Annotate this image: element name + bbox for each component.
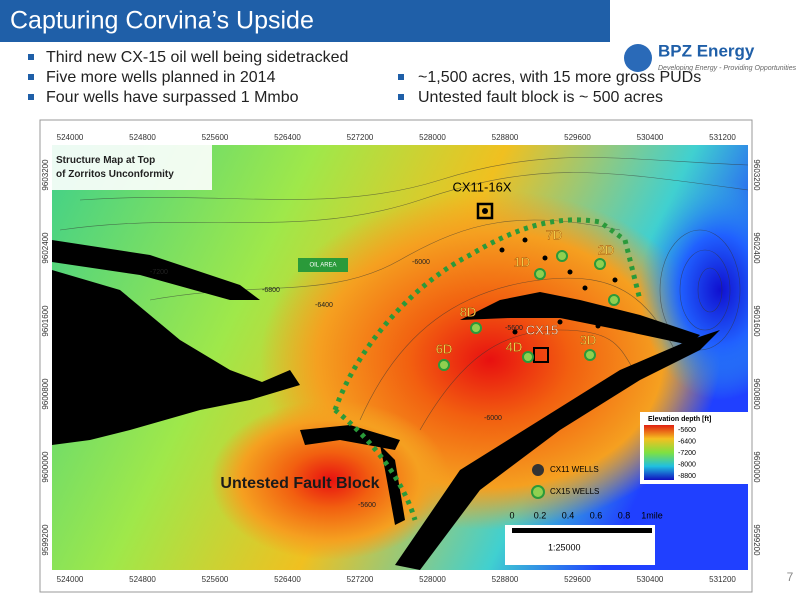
cx15-legend-marker — [531, 485, 545, 499]
y-coord-label: 9601600 — [41, 305, 50, 337]
scale-ratio: 1:25000 — [548, 542, 581, 552]
y-coord-label: 9603200 — [752, 159, 761, 191]
x-coord-label: 524000 — [57, 575, 84, 584]
legend-cx11: CX11 WELLS — [550, 465, 599, 474]
bullet: Five more wells planned in 2014 — [46, 69, 276, 86]
y-coord-label: 9601600 — [752, 305, 761, 337]
legend-colorbar — [644, 425, 674, 480]
scale-tick: 0.6 — [590, 510, 603, 520]
x-coord-label: 530400 — [637, 133, 664, 142]
contour-label: -5600 — [505, 325, 523, 332]
well-square — [476, 202, 494, 220]
title: Capturing Corvina’s Upside — [10, 7, 314, 35]
scale-tick: 1mile — [641, 510, 663, 520]
y-coord-label: 9603200 — [41, 159, 50, 191]
well-label: 4D — [506, 339, 523, 354]
legend-title: Elevation depth [ft] — [648, 416, 711, 423]
bullet-marker — [28, 94, 34, 100]
fault-block-label: Untested Fault Block — [220, 475, 379, 492]
y-coord-label: 9600800 — [41, 378, 50, 410]
scale-tick: 0.8 — [618, 510, 631, 520]
page-number: 7 — [787, 570, 794, 584]
well-label: 8D — [460, 304, 477, 319]
well-label: CX15 — [526, 322, 559, 337]
contour-label: -6400 — [315, 302, 333, 309]
legend-level: -7200 — [678, 450, 696, 457]
y-coord-label: 9600000 — [41, 451, 50, 483]
bullet: Four wells have surpassed 1 Mmbo — [46, 89, 299, 106]
contour-label: -6000 — [484, 415, 502, 422]
well-label: 2D — [598, 242, 615, 257]
bullet-marker — [28, 54, 34, 60]
well-label: CX11-16X — [452, 179, 511, 194]
x-coord-label: 524800 — [129, 575, 156, 584]
y-coord-label: 9599200 — [41, 524, 50, 556]
map — [52, 145, 748, 570]
bullet-marker — [398, 94, 404, 100]
bullet: ~1,500 acres, with 15 more gross PUDs — [418, 69, 701, 86]
bullet-marker — [28, 74, 34, 80]
well-label: 1D — [514, 254, 531, 269]
logo-name: BPZ Energy — [658, 41, 755, 60]
x-coord-label: 524800 — [129, 133, 156, 142]
contour-label: -7200 — [150, 269, 168, 276]
bullet: Third new CX-15 oil well being sidetrack… — [46, 49, 348, 66]
contour-label: -5600 — [358, 502, 376, 509]
x-coord-label: 526400 — [274, 133, 301, 142]
logo-tagline: Developing Energy - Providing Opportunit… — [658, 65, 797, 72]
x-coord-label: 528800 — [492, 575, 519, 584]
legend-cx15: CX15 WELLS — [550, 487, 599, 496]
x-coord-label: 527200 — [347, 575, 374, 584]
title-bar — [0, 0, 610, 42]
oil-area-box — [298, 258, 348, 272]
x-coord-label: 531200 — [709, 575, 736, 584]
contour-label: -6000 — [412, 259, 430, 266]
y-coord-label: 9600800 — [752, 378, 761, 410]
x-coord-label: 528000 — [419, 575, 446, 584]
x-coord-label: 531200 — [709, 133, 736, 142]
scale-bar — [512, 528, 652, 533]
x-coord-label: 525600 — [202, 133, 229, 142]
oil-area-label: OIL AREA — [309, 263, 336, 269]
map-caption: Structure Map at Top of Zorritos Unconfor… — [56, 155, 174, 180]
scale-tick: 0.4 — [562, 510, 575, 520]
caption-box — [52, 145, 212, 190]
y-coord-label: 9602400 — [752, 232, 761, 264]
x-coord-label: 528000 — [419, 133, 446, 142]
x-coord-label: 530400 — [637, 575, 664, 584]
x-coord-label: 524000 — [57, 133, 84, 142]
well-label: 3D — [580, 332, 597, 347]
legend-level: -8800 — [678, 473, 696, 480]
x-coord-label: 526400 — [274, 575, 301, 584]
x-coord-label: 529600 — [564, 575, 591, 584]
legend-level: -6400 — [678, 438, 696, 445]
cx11-legend-marker — [532, 464, 544, 476]
well-square — [533, 347, 549, 363]
logo-icon — [624, 44, 652, 72]
x-coord-label: 529600 — [564, 133, 591, 142]
bullet: Untested fault block is ~ 500 acres — [418, 89, 663, 106]
legend-level: -5600 — [678, 427, 696, 434]
x-coord-label: 528800 — [492, 133, 519, 142]
bullet-marker — [398, 74, 404, 80]
well-label: 7D — [546, 227, 563, 242]
well-label: 6D — [436, 341, 453, 356]
y-coord-label: 9599200 — [752, 524, 761, 556]
y-coord-label: 9600000 — [752, 451, 761, 483]
legend-level: -8000 — [678, 461, 696, 468]
x-coord-label: 525600 — [202, 575, 229, 584]
x-coord-label: 527200 — [347, 133, 374, 142]
y-coord-label: 9602400 — [41, 232, 50, 264]
contour-label: -6800 — [262, 287, 280, 294]
logo: BPZ Energy Developing Energy - Providing… — [624, 41, 797, 72]
scale-tick: 0 — [509, 510, 514, 520]
scale-tick: 0.2 — [534, 510, 547, 520]
